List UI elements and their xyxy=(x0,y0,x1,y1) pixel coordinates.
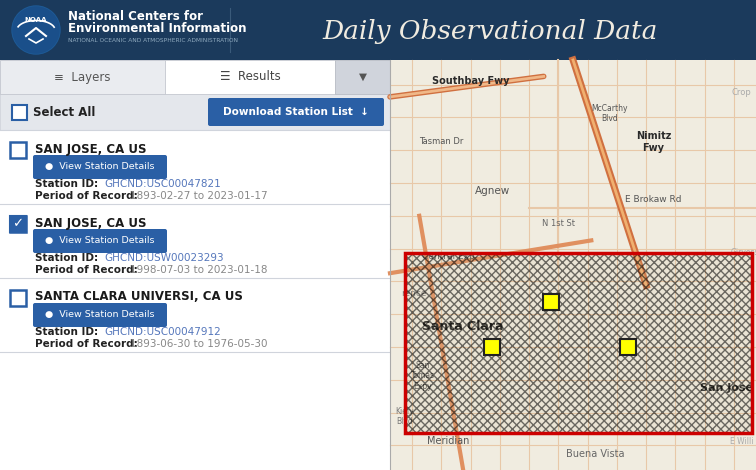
Text: NATIONAL OCEANIC AND ATMOSPHERIC ADMINISTRATION: NATIONAL OCEANIC AND ATMOSPHERIC ADMINIS… xyxy=(68,38,238,42)
Bar xyxy=(0,60,390,94)
Text: ☰  Results: ☰ Results xyxy=(220,70,280,84)
Bar xyxy=(404,253,752,433)
Text: Nimitz
Fwy: Nimitz Fwy xyxy=(636,131,671,153)
Text: Station ID:: Station ID: xyxy=(35,253,102,263)
Text: Crop: Crop xyxy=(732,88,751,97)
Text: SANTA CLARA UNIVERSI, CA US: SANTA CLARA UNIVERSI, CA US xyxy=(35,290,243,304)
Bar xyxy=(543,294,559,310)
Text: ●  View Station Details: ● View Station Details xyxy=(45,311,155,320)
Circle shape xyxy=(13,7,59,53)
Text: San
Tomas
Expy: San Tomas Expy xyxy=(411,361,435,391)
Text: McCarthy
Blvd: McCarthy Blvd xyxy=(591,103,627,123)
Text: Tasman Dr: Tasman Dr xyxy=(419,138,463,147)
Bar xyxy=(10,216,26,232)
FancyBboxPatch shape xyxy=(33,155,167,179)
Text: ≡  Layers: ≡ Layers xyxy=(54,70,110,84)
Text: SAN JOSE, CA US: SAN JOSE, CA US xyxy=(35,217,147,229)
Text: GHCND:USC00047912: GHCND:USC00047912 xyxy=(104,327,221,337)
Bar xyxy=(390,60,756,470)
Text: E Willi: E Willi xyxy=(730,437,753,446)
Text: Kiely
Blvd: Kiely Blvd xyxy=(395,407,414,426)
Bar xyxy=(404,253,752,433)
Text: Meridian: Meridian xyxy=(427,436,469,446)
Text: NOAA: NOAA xyxy=(25,17,47,23)
Text: 1893-06-30 to 1976-05-30: 1893-06-30 to 1976-05-30 xyxy=(130,339,268,349)
Text: Select All: Select All xyxy=(33,105,95,118)
Text: San Jose: San Jose xyxy=(700,383,753,393)
FancyBboxPatch shape xyxy=(208,98,384,126)
Bar xyxy=(0,60,165,94)
Text: rence: rence xyxy=(401,289,426,298)
Text: SAN JOSE, CA US: SAN JOSE, CA US xyxy=(35,142,147,156)
Text: Station ID:: Station ID: xyxy=(35,327,102,337)
Bar xyxy=(620,339,636,355)
Text: ●  View Station Details: ● View Station Details xyxy=(45,236,155,245)
Text: N 1st St: N 1st St xyxy=(542,219,575,228)
Bar xyxy=(0,0,756,60)
Bar xyxy=(165,60,335,94)
Text: National Centers for: National Centers for xyxy=(68,9,203,23)
Bar xyxy=(12,104,27,119)
Text: Environmental Information: Environmental Information xyxy=(68,22,246,34)
Bar xyxy=(10,216,26,232)
Text: Period of Record:: Period of Record: xyxy=(35,191,141,201)
Text: GHCND:USW00023293: GHCND:USW00023293 xyxy=(104,253,224,263)
Text: 1998-07-03 to 2023-01-18: 1998-07-03 to 2023-01-18 xyxy=(130,265,268,275)
Text: Period of Record:: Period of Record: xyxy=(35,339,141,349)
Text: Southbay Fwy: Southbay Fwy xyxy=(432,76,510,86)
Text: ✓: ✓ xyxy=(12,218,23,230)
Bar xyxy=(0,60,390,470)
FancyBboxPatch shape xyxy=(33,303,167,327)
Text: 1893-02-27 to 2023-01-17: 1893-02-27 to 2023-01-17 xyxy=(130,191,268,201)
Text: Santa Clara: Santa Clara xyxy=(423,320,504,333)
Bar xyxy=(0,94,390,130)
Text: Agnew: Agnew xyxy=(475,186,510,196)
Text: GHCND:USC00047821: GHCND:USC00047821 xyxy=(104,179,221,189)
Bar xyxy=(10,290,26,306)
FancyBboxPatch shape xyxy=(33,229,167,253)
Text: ▼: ▼ xyxy=(358,72,367,82)
Text: Central Exp: Central Exp xyxy=(422,252,475,261)
Text: Giryess: Giryess xyxy=(731,248,756,257)
Bar xyxy=(10,142,26,158)
Circle shape xyxy=(12,6,60,54)
Bar xyxy=(335,60,390,94)
Text: Daily Observational Data: Daily Observational Data xyxy=(322,18,658,44)
Text: Download Station List  ↓: Download Station List ↓ xyxy=(223,107,369,117)
Text: E Brokaw Rd: E Brokaw Rd xyxy=(625,195,682,204)
Text: Station ID:: Station ID: xyxy=(35,179,102,189)
Bar xyxy=(485,339,500,355)
Bar xyxy=(404,253,752,433)
Text: ●  View Station Details: ● View Station Details xyxy=(45,163,155,172)
Text: Buena Vista: Buena Vista xyxy=(565,448,624,459)
Text: Period of Record:: Period of Record: xyxy=(35,265,141,275)
